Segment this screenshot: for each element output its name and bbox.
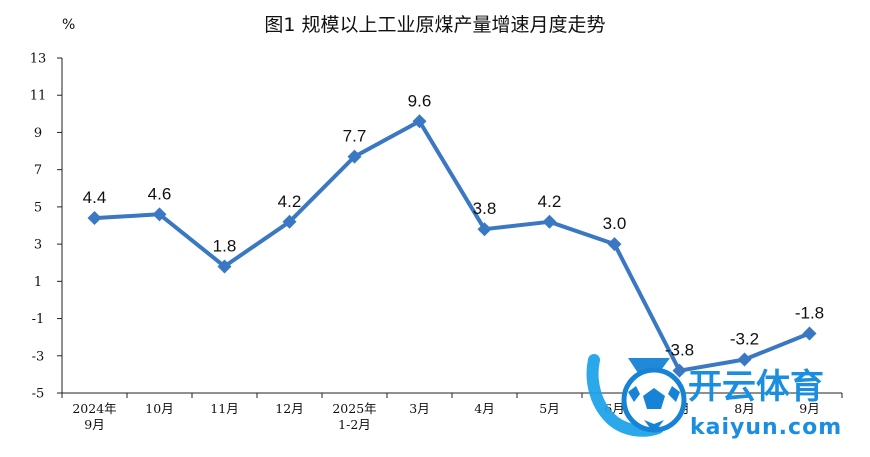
data-label: 7.7: [343, 127, 367, 146]
data-point-marker: [282, 214, 297, 229]
x-tick-label: 10月: [145, 401, 173, 416]
x-tick-label: 4月: [474, 401, 494, 416]
watermark-en: kaiyun.com: [690, 415, 842, 440]
x-tick-label: 3月: [409, 401, 429, 416]
x-tick-label: 12月: [275, 401, 303, 416]
data-label: -1.8: [795, 303, 824, 322]
data-point-marker: [607, 237, 622, 252]
axes: [61, 58, 842, 394]
data-point-marker: [87, 211, 102, 226]
y-tick-label: -3: [32, 349, 45, 364]
data-point-marker: [347, 149, 362, 164]
x-tick-label-line: 2025年: [332, 401, 376, 416]
series-line: [92, 119, 812, 373]
data-point-marker: [152, 207, 167, 222]
chart-title: 图1 规模以上工业原煤产量增速月度走势: [264, 14, 605, 36]
x-tick-label: 9月: [799, 401, 819, 416]
x-tick-label: 2024年 9月: [72, 401, 116, 432]
data-label: 9.6: [408, 91, 432, 110]
y-tick-label: 9: [34, 126, 42, 141]
y-tick-label: 11: [30, 89, 47, 104]
x-tick-label-line: 9月: [799, 401, 819, 416]
x-tick-label-line: 10月: [145, 401, 173, 416]
x-tick-label: 8月: [734, 401, 754, 416]
x-tick-label-line: 4月: [474, 401, 494, 416]
x-tick-label-line: 9月: [84, 417, 104, 432]
y-tick-label: -5: [32, 387, 45, 402]
y-unit-label: %: [62, 17, 75, 33]
data-label: 4.6: [148, 184, 172, 203]
data-point-marker: [477, 222, 492, 237]
data-point-marker: [802, 326, 817, 341]
x-tick-label-line: 1-2月: [338, 417, 371, 432]
x-tick-label: 11月: [210, 401, 238, 416]
series-path: [92, 119, 812, 373]
data-label: 4.2: [538, 192, 562, 211]
watermark-logo: 开云体育 kaiyun.com: [586, 354, 842, 440]
watermark-cn: 开云体育: [688, 367, 824, 407]
data-label: -3.2: [730, 330, 759, 349]
y-tick-label: 3: [34, 238, 42, 253]
x-tick-label-line: 2024年: [72, 401, 116, 416]
data-label: 3.0: [603, 214, 627, 233]
data-point-marker: [542, 214, 557, 229]
data-labels: 4.4 4.6 1.8 4.2 7.7 9.6 3.8 4.2 3.0 -3.8 -3.2 -1.8: [83, 91, 824, 359]
data-point-marker: [412, 114, 427, 129]
y-tick-label: 13: [30, 52, 47, 67]
x-tick-label: 2025年 1-2月: [332, 401, 376, 432]
x-tick-label: 5月: [539, 401, 559, 416]
y-tick-label: 5: [34, 200, 42, 215]
data-point-marker: [737, 352, 752, 367]
x-tick-label-line: 5月: [539, 401, 559, 416]
y-tick-label: 1: [34, 275, 42, 290]
data-label: 4.2: [278, 192, 302, 211]
y-tick-label: -1: [32, 312, 45, 327]
series-markers: [87, 114, 817, 378]
x-tick-label-line: 12月: [275, 401, 303, 416]
data-point-marker: [672, 363, 687, 378]
x-tick-label-line: 11月: [210, 401, 238, 416]
y-tick-labels: 13 11 9 7 5 3 1 -1 -3 -5: [30, 52, 62, 402]
data-label: 4.4: [83, 188, 107, 207]
data-label: 3.8: [473, 199, 497, 218]
x-tick-label-line: 3月: [409, 401, 429, 416]
logo-k-stroke: [586, 354, 664, 437]
y-tick-label: 7: [34, 163, 42, 178]
data-label: 1.8: [213, 236, 237, 255]
data-point-marker: [217, 259, 232, 274]
data-label: -3.8: [665, 341, 694, 360]
x-tick-label-line: 8月: [734, 401, 754, 416]
